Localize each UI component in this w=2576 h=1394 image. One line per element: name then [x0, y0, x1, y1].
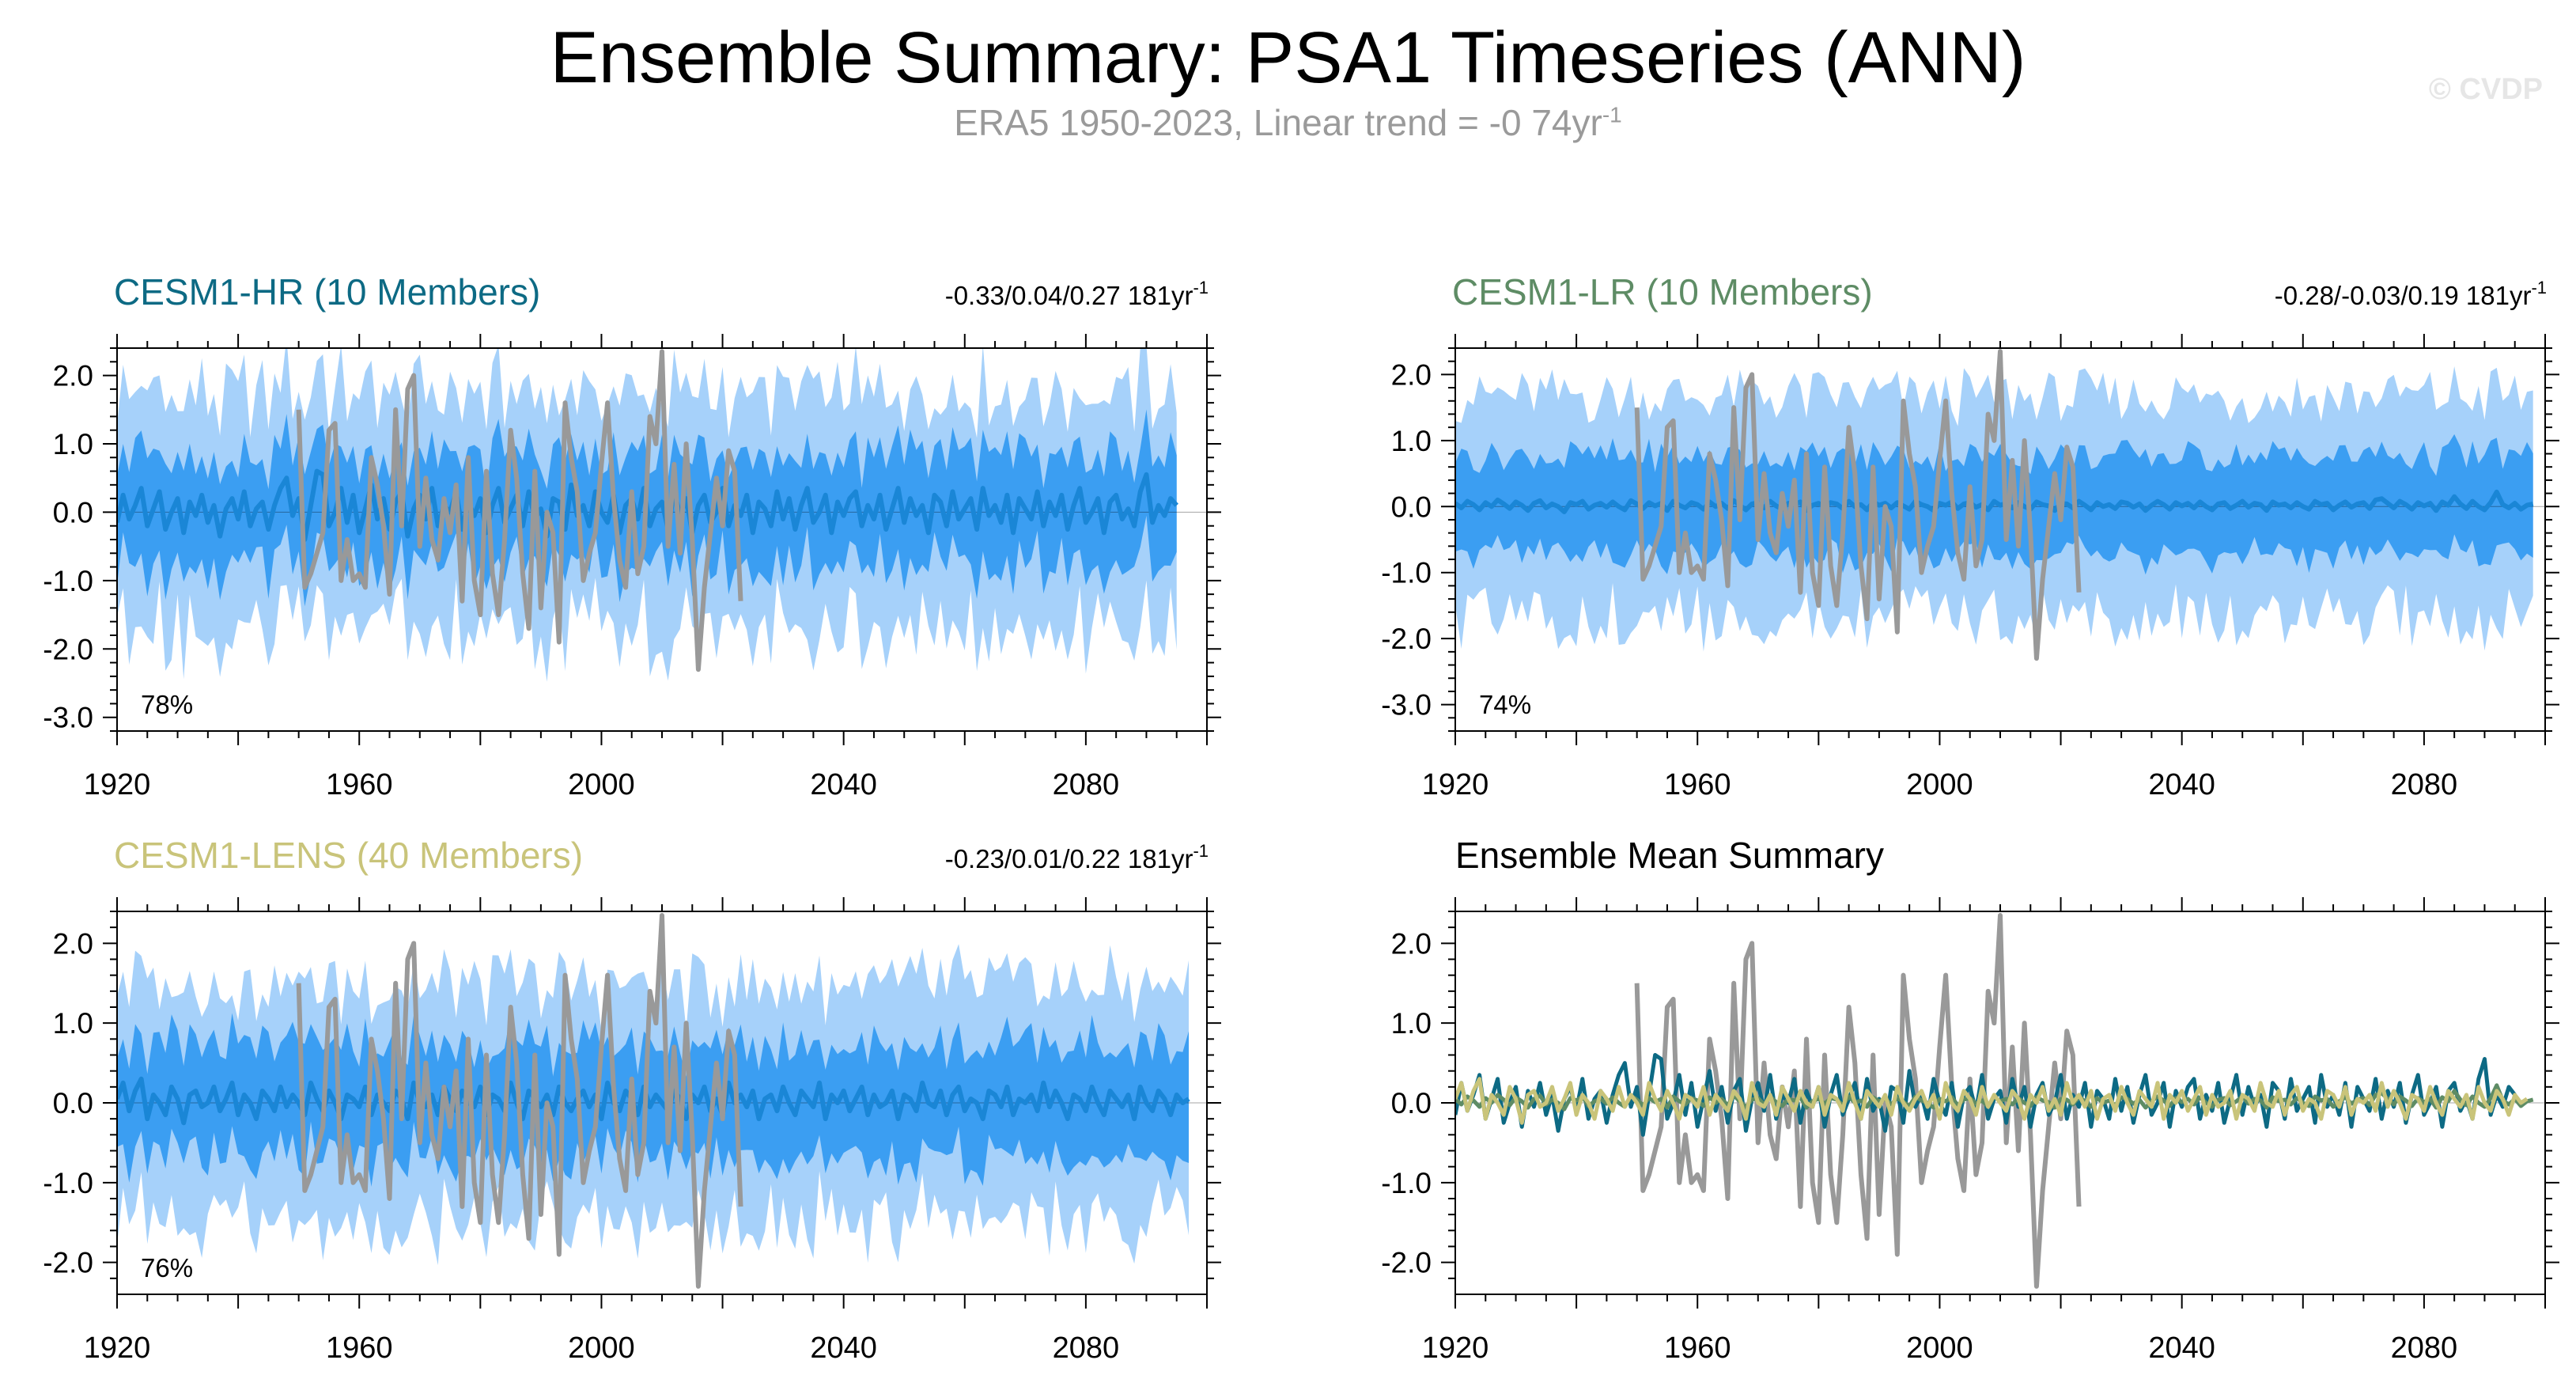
x-tick-label: 1920	[1422, 768, 1489, 801]
panel-hr: CESM1-HR (10 Members) -0.33/0.04/0.27 181…	[43, 271, 1221, 801]
y-tick-label: 2.0	[1391, 358, 1432, 391]
subtitle-superscript: -1	[1602, 102, 1622, 127]
x-tick-label: 2080	[1053, 768, 1120, 801]
series-line-lens	[1455, 1077, 2529, 1125]
x-tick-label: 2080	[1053, 1331, 1120, 1365]
x-tick-label: 2040	[810, 768, 877, 801]
plot-area	[117, 348, 1207, 682]
y-tick-label: -1.0	[1381, 557, 1432, 589]
panel-title: Ensemble Mean Summary	[1455, 835, 1884, 876]
x-tick-label: 2040	[2148, 1331, 2215, 1365]
y-tick-label: 2.0	[1391, 927, 1432, 960]
panel-title: CESM1-LENS (40 Members)	[114, 835, 583, 876]
y-tick-label: 1.0	[1391, 425, 1432, 457]
x-tick-label: 1960	[1664, 768, 1731, 801]
panel-percent-label: 76%	[141, 1253, 193, 1282]
plot-area	[1455, 913, 2545, 1289]
x-tick-label: 2000	[1906, 1331, 1973, 1365]
panel-percent-label: 74%	[1479, 690, 1531, 719]
observed-line	[1634, 349, 2082, 661]
x-tick-label: 1960	[1664, 1331, 1731, 1365]
y-tick-label: 1.0	[53, 1007, 93, 1040]
x-tick-label: 2080	[2391, 1331, 2458, 1365]
y-tick-label: -1.0	[43, 1167, 93, 1199]
x-tick-label: 2000	[1906, 768, 1973, 801]
panel-stats: -0.28/-0.03/0.19 181yr-1	[2275, 278, 2547, 310]
y-tick-label: 2.0	[53, 927, 93, 960]
panel-stats: -0.23/0.01/0.22 181yr-1	[945, 841, 1209, 873]
y-tick-label: -1.0	[1381, 1167, 1432, 1199]
panel-mean: Ensemble Mean Summary 1920 1960 2000 2040 208…	[1381, 835, 2559, 1365]
page-subtitle: ERA5 1950-2023, Linear trend = -0 74yr-1	[0, 101, 2576, 144]
y-tick-label: 0.0	[1391, 1087, 1432, 1119]
plot-area	[1455, 349, 2545, 661]
panel-title: CESM1-HR (10 Members)	[114, 271, 540, 313]
x-tick-label: 2000	[568, 768, 635, 801]
y-tick-label: -2.0	[1381, 1247, 1432, 1279]
y-tick-label: -1.0	[43, 565, 93, 597]
x-tick-label: 1920	[84, 1331, 151, 1365]
cvdp-watermark: © CVDP	[2428, 73, 2543, 106]
subtitle-text: ERA5 1950-2023, Linear trend = -0 74yr	[954, 102, 1602, 143]
x-tick-label: 2080	[2391, 768, 2458, 801]
ensemble-mean-line	[117, 1076, 1190, 1126]
observed-line	[1634, 913, 2082, 1289]
plot-area	[117, 913, 1207, 1289]
y-tick-label: 0.0	[53, 1087, 93, 1119]
y-tick-label: 1.0	[1391, 1007, 1432, 1040]
x-tick-label: 1960	[326, 1331, 393, 1365]
y-tick-label: 1.0	[53, 428, 93, 460]
page-title: Ensemble Summary: PSA1 Timeseries (ANN)	[550, 17, 2026, 98]
panel-lr: CESM1-LR (10 Members) -0.28/-0.03/0.19 18…	[1381, 271, 2559, 801]
panel-stats: -0.33/0.04/0.27 181yr-1	[945, 278, 1209, 310]
x-tick-label: 1920	[1422, 1331, 1489, 1365]
y-tick-label: -3.0	[1381, 689, 1432, 722]
y-tick-label: 2.0	[53, 360, 93, 392]
y-tick-label: 0.0	[1391, 491, 1432, 523]
panel-percent-label: 78%	[141, 690, 193, 719]
ensemble-mean-line	[1455, 489, 2534, 514]
y-tick-label: 0.0	[53, 496, 93, 528]
panel-title: CESM1-LR (10 Members)	[1452, 271, 1873, 313]
x-tick-label: 1920	[84, 768, 151, 801]
x-tick-label: 2000	[568, 1331, 635, 1365]
x-tick-label: 2040	[810, 1331, 877, 1365]
panel-lens: CESM1-LENS (40 Members) -0.23/0.01/0.22 1…	[43, 835, 1221, 1365]
x-tick-label: 1960	[326, 768, 393, 801]
y-tick-label: -2.0	[43, 1247, 93, 1279]
observed-line	[296, 349, 743, 672]
y-tick-label: -2.0	[43, 633, 93, 665]
y-tick-label: -3.0	[43, 702, 93, 734]
observed-line	[296, 913, 743, 1289]
x-tick-label: 2040	[2148, 768, 2215, 801]
y-tick-label: -2.0	[1381, 623, 1432, 655]
